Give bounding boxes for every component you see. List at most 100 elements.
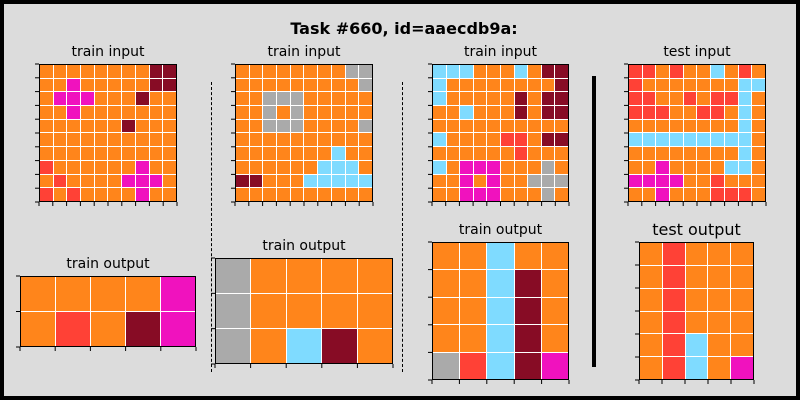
dashed-separator: [402, 82, 403, 372]
grid-cell: [345, 92, 359, 106]
grid-cell: [322, 294, 357, 328]
grid-cell: [163, 106, 176, 119]
grid-cell: [216, 294, 251, 328]
grid-cell: [304, 78, 318, 92]
grid-cell: [290, 160, 304, 174]
panel-title: test output: [652, 220, 741, 239]
grid-cell: [738, 78, 752, 92]
grid-cell: [662, 357, 685, 379]
grid-cell: [662, 334, 685, 357]
grid-cell: [108, 133, 122, 147]
grid-cell: [708, 288, 731, 311]
grid-cell: [541, 160, 555, 174]
grid-cell: [662, 288, 685, 311]
grid-cell: [304, 106, 318, 119]
grid-cell: [149, 119, 163, 133]
grid-cell: [487, 78, 500, 92]
grid-cell: [149, 174, 163, 188]
grid-cell: [446, 174, 460, 188]
grid-cell: [161, 277, 195, 311]
grid-cell: [318, 65, 331, 78]
grid-cell: [236, 147, 249, 160]
grid-cell: [731, 311, 753, 334]
grid-cell: [711, 119, 724, 133]
grid-cell: [683, 65, 697, 78]
grid-cell: [331, 160, 345, 174]
grid-cell: [473, 188, 487, 201]
grid-cell: [277, 65, 290, 78]
grid-cell: [304, 92, 318, 106]
grid-cell: [359, 147, 372, 160]
grid-cell: [460, 297, 487, 325]
grid-cell: [21, 277, 55, 311]
grid-cell: [251, 259, 286, 293]
grid-cell: [56, 277, 90, 311]
grid-cell: [708, 311, 731, 334]
grid-cell: [487, 119, 500, 133]
grid-cell: [629, 119, 642, 133]
grid-cell: [81, 188, 94, 201]
grid-cell: [487, 92, 500, 106]
grid-cell: [460, 65, 473, 78]
grid-cell: [697, 188, 711, 201]
grid-cell: [290, 65, 304, 78]
grid-cell: [67, 147, 81, 160]
grid-cell: [122, 133, 135, 147]
grid-cell: [249, 65, 263, 78]
grid-cell: [642, 119, 656, 133]
grid-cell: [290, 92, 304, 106]
grid-cell: [359, 119, 372, 133]
grid-cell: [108, 160, 122, 174]
grid-cell: [163, 160, 176, 174]
grid-cell: [697, 78, 711, 92]
grid-cell: [528, 92, 541, 106]
grid-cell: [122, 147, 135, 160]
grid-cell: [290, 119, 304, 133]
grid-cell: [697, 160, 711, 174]
grid-cell: [446, 92, 460, 106]
grid-cell: [656, 133, 670, 147]
grid-cell: [738, 65, 752, 78]
panel-title: train output: [262, 238, 346, 254]
grid-cell: [514, 297, 541, 325]
grid-cell: [81, 133, 94, 147]
grid-cell: [541, 133, 555, 147]
grid-cell: [541, 147, 555, 160]
grid-cell: [724, 188, 738, 201]
grid-cell: [249, 188, 263, 201]
grid-cell: [249, 133, 263, 147]
grid-cell: [359, 160, 372, 174]
grid-cell: [359, 106, 372, 119]
grid-cell: [640, 357, 662, 379]
grid-cell: [640, 265, 662, 288]
grid-cell: [514, 147, 528, 160]
grid-cell: [752, 78, 765, 92]
grid-cell: [163, 65, 176, 78]
grid-cell: [251, 294, 286, 328]
grid-cell: [514, 270, 541, 297]
grid-cell: [331, 78, 345, 92]
grid-cell: [40, 133, 53, 147]
grid-cell: [304, 133, 318, 147]
panel-title: train input: [463, 44, 538, 60]
grid-cell: [277, 174, 290, 188]
grid-cell: [122, 174, 135, 188]
grid-cell: [446, 133, 460, 147]
grid-cell: [21, 312, 55, 346]
grid-cell: [94, 133, 108, 147]
grid-cell: [122, 106, 135, 119]
grid-cell: [108, 174, 122, 188]
grid-cell: [752, 160, 765, 174]
grid-cell: [708, 243, 731, 265]
grid-cell: [357, 329, 392, 363]
grid-cell: [487, 133, 500, 147]
grid-cell: [277, 119, 290, 133]
grid-cell: [514, 106, 528, 119]
grid-cell: [541, 106, 555, 119]
grid-cell: [724, 133, 738, 147]
grid-cell: [460, 147, 473, 160]
panel-grid: [235, 64, 373, 202]
grid-cell: [683, 133, 697, 147]
grid-cell: [738, 160, 752, 174]
grid-cell: [541, 188, 555, 201]
